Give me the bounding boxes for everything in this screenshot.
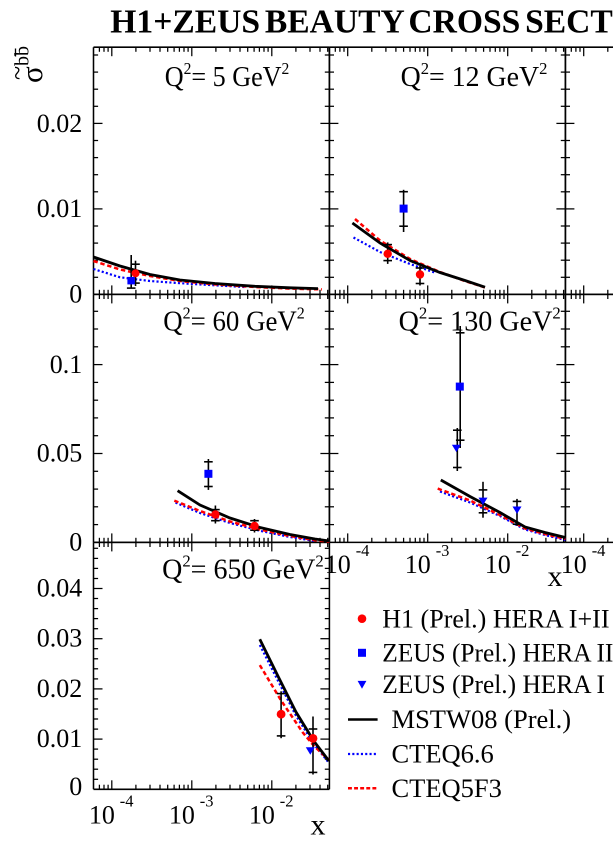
- svg-text:H1 (Prel.) HERA I+II: H1 (Prel.) HERA I+II: [382, 604, 609, 633]
- svg-text:0.02: 0.02: [37, 674, 83, 703]
- svg-text:MSTW08 (Prel.): MSTW08 (Prel.): [392, 704, 572, 734]
- svg-text:10: 10: [89, 801, 115, 830]
- svg-text:-3: -3: [436, 541, 450, 560]
- svg-text:0: 0: [69, 772, 82, 801]
- svg-text:x: x: [548, 560, 563, 593]
- svg-text:Q2= 60 GeV2: Q2= 60 GeV2: [163, 303, 305, 337]
- svg-text:10: 10: [249, 801, 275, 830]
- svg-text:-4: -4: [356, 541, 370, 560]
- svg-text:x: x: [311, 809, 326, 842]
- svg-text:CTEQ5F3: CTEQ5F3: [392, 773, 502, 803]
- svg-text:0.1: 0.1: [50, 350, 83, 379]
- svg-text:~: ~: [3, 66, 32, 80]
- svg-text:-2: -2: [516, 541, 530, 560]
- svg-text:-4: -4: [120, 792, 134, 811]
- svg-text:CTEQ6.6: CTEQ6.6: [392, 739, 494, 769]
- svg-text:0.04: 0.04: [37, 574, 83, 603]
- svg-text:0: 0: [69, 528, 82, 557]
- svg-text:0.05: 0.05: [37, 439, 83, 468]
- svg-text:H1+ZEUS BEAUTY CROSS SECTION: H1+ZEUS BEAUTY CROSS SECTION: [110, 4, 613, 41]
- svg-text:-2: -2: [280, 792, 294, 811]
- svg-text:-4: -4: [592, 541, 606, 560]
- svg-text:0: 0: [69, 279, 82, 308]
- svg-text:10: 10: [405, 550, 431, 579]
- svg-text:10: 10: [325, 550, 351, 579]
- svg-text:0.01: 0.01: [37, 194, 83, 223]
- svg-text:Q2= 650 GeV2: Q2= 650 GeV2: [162, 552, 324, 586]
- svg-text:0.03: 0.03: [37, 624, 83, 653]
- svg-text:-3: -3: [200, 792, 214, 811]
- svg-text:10: 10: [561, 550, 587, 579]
- svg-text:ZEUS (Prel.) HERA I: ZEUS (Prel.) HERA I: [382, 669, 605, 699]
- svg-text:10: 10: [169, 801, 195, 830]
- svg-text:bb: bb: [12, 46, 34, 66]
- svg-text:Q2= 5 GeV2: Q2= 5 GeV2: [165, 58, 290, 92]
- svg-text:10: 10: [485, 550, 511, 579]
- svg-text:σ: σ: [14, 66, 49, 83]
- svg-text:0.02: 0.02: [37, 109, 83, 138]
- svg-text:ZEUS (Prel.) HERA II: ZEUS (Prel.) HERA II: [382, 638, 613, 668]
- svg-text:0.01: 0.01: [37, 724, 83, 753]
